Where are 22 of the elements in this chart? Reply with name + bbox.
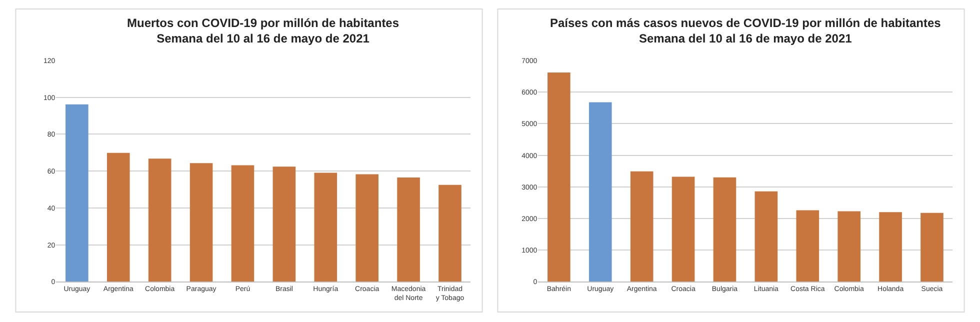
- bar: [190, 163, 213, 282]
- bar: [630, 171, 654, 282]
- chart-title: Muertos con COVID-19 por millón de habitantes Semana del 10 al 16 de mayo de 2021: [127, 16, 400, 46]
- bar: [148, 158, 172, 282]
- bar: [588, 102, 612, 282]
- bar: [838, 211, 860, 282]
- bar: [66, 104, 88, 282]
- bar: [314, 172, 338, 282]
- bar: [754, 191, 778, 282]
- bar: [920, 212, 944, 282]
- bar: [438, 184, 462, 282]
- bar: [231, 165, 254, 282]
- bar: [796, 210, 820, 282]
- bar: [548, 72, 570, 282]
- bar: [879, 212, 902, 282]
- bar: [272, 166, 296, 282]
- bar: [106, 152, 130, 282]
- bar: [672, 176, 695, 282]
- bar: [397, 178, 420, 282]
- chart-title: Países con más casos nuevos de COVID-19 por millón de habitantes Semana del 10 al 16 de mayo de 2021: [550, 16, 942, 46]
- bar: [713, 177, 736, 282]
- bar: [356, 174, 378, 282]
